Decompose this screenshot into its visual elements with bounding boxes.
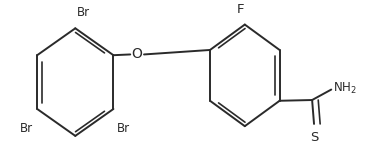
Text: Br: Br bbox=[20, 122, 33, 135]
Text: F: F bbox=[237, 3, 245, 16]
Text: S: S bbox=[310, 131, 318, 144]
Text: Br: Br bbox=[77, 6, 90, 19]
Text: NH$_2$: NH$_2$ bbox=[333, 80, 357, 96]
Text: O: O bbox=[132, 47, 142, 61]
Text: Br: Br bbox=[117, 122, 130, 135]
